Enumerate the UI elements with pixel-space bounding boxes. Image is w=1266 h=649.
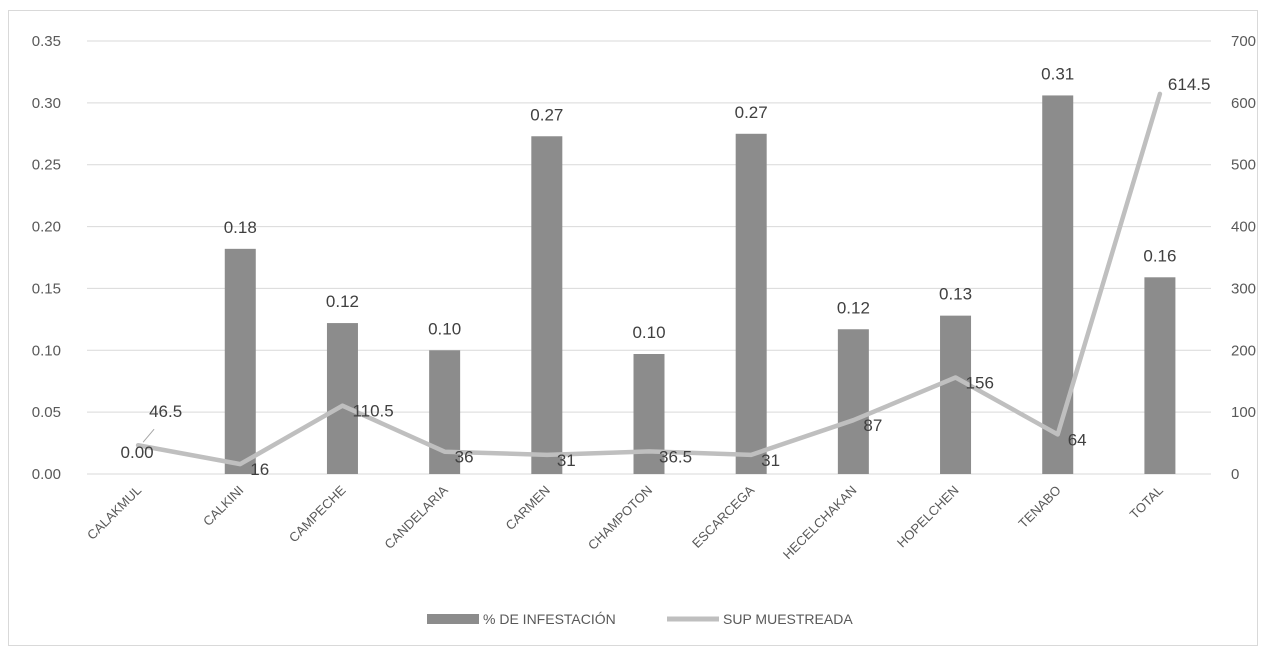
category-label: CALKINI: [200, 483, 246, 529]
bar: [1144, 277, 1176, 474]
line-data-label: 36: [455, 448, 474, 467]
category-label: CANDELARIA: [381, 482, 451, 552]
line-data-label: 614.5: [1168, 75, 1211, 94]
bar-data-label: 0.18: [224, 218, 257, 237]
chart-frame: 0.00 0.05 0.10 0.15 0.20 0.25 0.30 0.35 0 100 200…: [8, 10, 1258, 646]
right-tick-label: 600: [1231, 95, 1256, 112]
line-point: [136, 443, 140, 447]
legend-swatch-bar: [427, 614, 479, 624]
bar: [837, 329, 869, 474]
category-axis: CALAKMUL CALKINI CAMPECHE CANDELARIA CARMEN C…: [84, 482, 1166, 562]
right-axis: 0 100 200 300 400 500 600 700: [1231, 33, 1256, 483]
right-tick-label: 100: [1231, 404, 1256, 421]
right-tick-label: 200: [1231, 342, 1256, 359]
line-data-label: 16: [250, 460, 269, 479]
legend: % DE INFESTACIÓN SUP MUESTREADA: [427, 611, 853, 627]
bar-data-label: 0.31: [1041, 64, 1074, 83]
line-data-label: 64: [1068, 430, 1087, 449]
line-data-label: 31: [557, 451, 576, 470]
bar: [1042, 95, 1074, 474]
line-data-label: 46.5: [149, 402, 182, 421]
left-tick-label: 0.30: [32, 95, 61, 112]
left-axis: 0.00 0.05 0.10 0.15 0.20 0.25 0.30 0.35: [32, 33, 61, 483]
line-point: [238, 462, 242, 466]
line-point: [340, 404, 344, 408]
category-label: HOPELCHEN: [894, 483, 962, 551]
right-tick-label: 700: [1231, 33, 1256, 50]
category-label: ESCARCEGA: [689, 482, 758, 551]
bar-data-label: 0.00: [121, 443, 154, 462]
line-point: [647, 449, 651, 453]
label-leader-line: [142, 428, 155, 443]
line-point: [545, 453, 549, 457]
line-point: [851, 418, 855, 422]
line-data-label: 87: [863, 416, 882, 435]
left-tick-label: 0.05: [32, 404, 61, 421]
category-label: TOTAL: [1127, 483, 1166, 522]
bar-data-label: 0.10: [428, 319, 461, 338]
data-labels: 0.00 0.18 0.12 0.10 0.27 0.10 0.27 0.12 0.13 0.31…: [121, 64, 1211, 479]
combo-chart: 0.00 0.05 0.10 0.15 0.20 0.25 0.30 0.35 0 100 200…: [32, 33, 1256, 627]
line-point: [443, 450, 447, 454]
bar: [326, 323, 358, 474]
category-label: CAMPECHE: [286, 482, 349, 545]
left-tick-label: 0.15: [32, 280, 61, 297]
right-tick-label: 400: [1231, 219, 1256, 236]
right-tick-label: 500: [1231, 157, 1256, 174]
line-point: [1056, 432, 1060, 436]
line-data-label: 156: [966, 374, 994, 393]
left-tick-label: 0.25: [32, 157, 61, 174]
line-point: [1158, 92, 1162, 96]
line-series: [135, 91, 1163, 467]
bar: [940, 315, 972, 474]
bar-data-label: 0.13: [939, 285, 972, 304]
category-label: CARMEN: [502, 483, 552, 533]
bar-data-label: 0.27: [735, 103, 768, 122]
legend-label-bar: % DE INFESTACIÓN: [483, 611, 616, 627]
bar-data-label: 0.12: [326, 292, 359, 311]
line-point: [749, 453, 753, 457]
line-data-label: 110.5: [352, 402, 393, 421]
category-label: HECELCHAKAN: [780, 483, 860, 563]
right-tick-label: 0: [1231, 466, 1239, 483]
left-tick-label: 0.35: [32, 33, 61, 50]
gridlines: [87, 40, 1211, 475]
line-data-label: 36.5: [659, 447, 692, 466]
left-tick-label: 0.10: [32, 342, 61, 359]
category-label: CHAMPOTON: [585, 483, 655, 553]
bar-data-label: 0.16: [1143, 246, 1176, 265]
bar: [531, 136, 563, 474]
left-tick-label: 0.00: [32, 466, 61, 483]
line-point: [954, 376, 958, 380]
left-tick-label: 0.20: [32, 219, 61, 236]
right-tick-label: 300: [1231, 280, 1256, 297]
bar: [224, 248, 256, 474]
legend-label-line: SUP MUESTREADA: [723, 611, 853, 627]
bar: [735, 133, 767, 474]
bar-data-label: 0.27: [530, 105, 563, 124]
bar-data-label: 0.10: [632, 323, 665, 342]
line-data-label: 31: [761, 451, 780, 470]
category-label: TENABO: [1015, 483, 1063, 531]
bar-data-label: 0.12: [837, 298, 870, 317]
category-label: CALAKMUL: [84, 483, 144, 543]
